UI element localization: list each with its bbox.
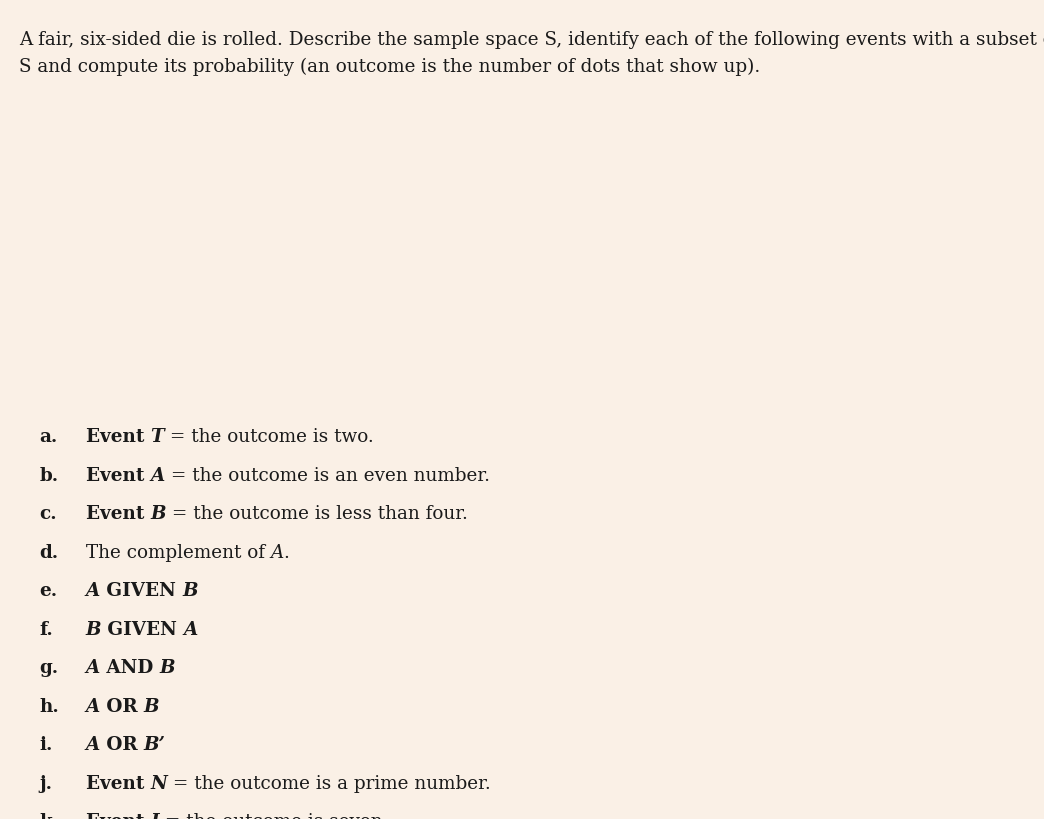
Text: A: A xyxy=(270,543,284,561)
Text: f.: f. xyxy=(40,620,53,638)
Text: c.: c. xyxy=(40,505,57,523)
Text: GIVEN: GIVEN xyxy=(100,581,182,600)
Text: N: N xyxy=(150,774,167,792)
Text: = the outcome is an even number.: = the outcome is an even number. xyxy=(165,466,490,484)
Text: S and compute its probability (an outcome is the number of dots that show up).: S and compute its probability (an outcom… xyxy=(19,57,760,75)
Text: B: B xyxy=(150,505,166,523)
Text: AND: AND xyxy=(100,658,160,676)
Text: d.: d. xyxy=(40,543,58,561)
Text: I: I xyxy=(150,812,159,819)
Text: B: B xyxy=(86,620,101,638)
Text: OR: OR xyxy=(100,735,144,753)
Text: T: T xyxy=(150,428,164,446)
Text: A: A xyxy=(150,466,165,484)
Text: OR: OR xyxy=(100,697,144,715)
Text: Event: Event xyxy=(86,505,150,523)
Text: A: A xyxy=(86,658,100,676)
Text: The complement of: The complement of xyxy=(86,543,270,561)
Text: B’: B’ xyxy=(144,735,166,753)
Text: A: A xyxy=(86,581,100,600)
Text: A: A xyxy=(184,620,197,638)
Text: A: A xyxy=(86,697,100,715)
Text: Event: Event xyxy=(86,812,150,819)
Text: i.: i. xyxy=(40,735,53,753)
Text: Event: Event xyxy=(86,428,150,446)
Text: .: . xyxy=(284,543,289,561)
Text: = the outcome is less than four.: = the outcome is less than four. xyxy=(166,505,468,523)
Text: k.: k. xyxy=(40,812,58,819)
Text: Event: Event xyxy=(86,774,150,792)
Text: g.: g. xyxy=(40,658,58,676)
Text: a.: a. xyxy=(40,428,57,446)
Text: = the outcome is two.: = the outcome is two. xyxy=(164,428,374,446)
Text: Event: Event xyxy=(86,466,150,484)
Text: A: A xyxy=(86,735,100,753)
Text: GIVEN: GIVEN xyxy=(101,620,184,638)
Text: = the outcome is seven.: = the outcome is seven. xyxy=(159,812,388,819)
Text: b.: b. xyxy=(40,466,58,484)
Text: A fair, six-sided die is rolled. Describe the sample space S, identify each of t: A fair, six-sided die is rolled. Describ… xyxy=(19,31,1044,49)
Text: B: B xyxy=(160,658,175,676)
Text: j.: j. xyxy=(40,774,52,792)
Text: = the outcome is a prime number.: = the outcome is a prime number. xyxy=(167,774,491,792)
Text: B: B xyxy=(182,581,197,600)
Text: B: B xyxy=(144,697,160,715)
Text: e.: e. xyxy=(40,581,57,600)
Text: h.: h. xyxy=(40,697,60,715)
